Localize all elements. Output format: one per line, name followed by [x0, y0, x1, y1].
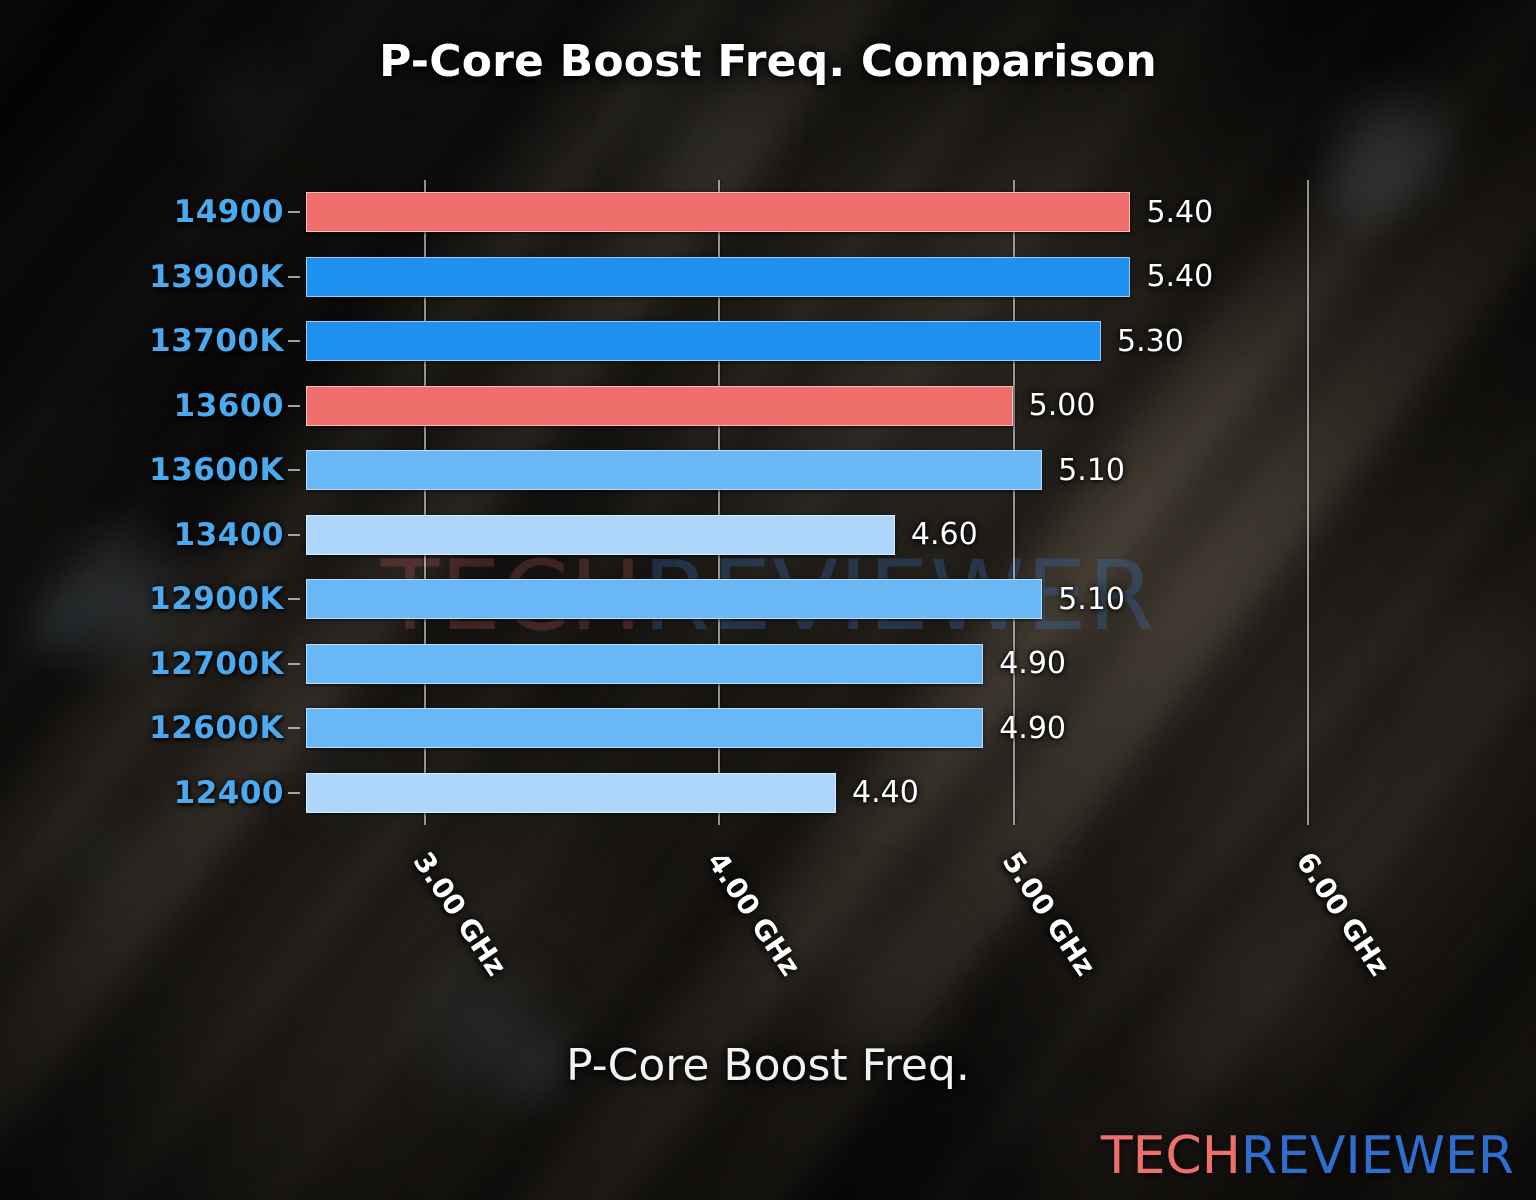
bar-row[interactable]: 5.40: [306, 180, 1366, 245]
gridline-300: [423, 180, 426, 825]
bar-value-label: 5.40: [1146, 194, 1214, 230]
y-axis-tick: [288, 791, 300, 794]
x-axis-tick-600: 6.00 GHz: [1289, 846, 1397, 982]
bar-value-label: 4.40: [852, 775, 919, 811]
y-axis-label-12600K[interactable]: 12600K: [149, 710, 284, 747]
logo-reviewer: REVIEWER: [1240, 1126, 1514, 1186]
y-axis-tick: [288, 662, 300, 665]
bar-14900[interactable]: [306, 192, 1131, 233]
y-axis-tick: [288, 727, 300, 730]
y-axis-label-12900K[interactable]: 12900K: [149, 581, 284, 618]
y-axis-tick: [288, 340, 300, 343]
bar-value-label: 4.90: [999, 646, 1067, 682]
plot-area: 5.40 5.40 5.30 5.00 5.10 4.60 5.10 4.90 4.90 4.40: [306, 180, 1366, 825]
bar-13900K[interactable]: [306, 256, 1131, 297]
y-axis-tick: [288, 598, 300, 601]
bar-value-label: 5.00: [1028, 388, 1096, 424]
bar-row[interactable]: 4.90: [306, 696, 1366, 761]
y-axis-label-12400[interactable]: 12400: [173, 774, 284, 811]
bar-12600K[interactable]: [306, 708, 984, 749]
bar-value-label: 5.10: [1058, 452, 1125, 488]
bar-value-label: 4.90: [999, 710, 1067, 746]
y-axis-tick: [288, 404, 300, 407]
bar-13700K[interactable]: [306, 321, 1101, 362]
x-axis-tick-400: 4.00 GHz: [700, 846, 808, 982]
x-axis-tick-300: 3.00 GHz: [406, 846, 513, 982]
bar-value-label: 5.40: [1146, 259, 1214, 295]
y-axis-label-14900[interactable]: 14900: [173, 194, 284, 231]
bar-12700K[interactable]: [306, 643, 984, 684]
bar-row[interactable]: 4.60: [306, 503, 1366, 568]
y-axis-label-13400[interactable]: 13400: [173, 516, 284, 553]
bar-value-label: 5.10: [1058, 581, 1125, 617]
y-axis-tick: [288, 275, 300, 278]
y-axis-label-13700K[interactable]: 13700K: [149, 323, 284, 360]
y-axis-label-13600[interactable]: 13600: [173, 387, 284, 424]
gridline-400: [718, 180, 721, 825]
bar-13400[interactable]: [306, 514, 895, 555]
x-axis-tick-500: 5.00 GHz: [995, 846, 1102, 982]
bar-value-label: 5.30: [1117, 323, 1184, 359]
bar-13600[interactable]: [306, 385, 1013, 426]
y-axis-tick: [288, 469, 300, 472]
bar-row[interactable]: 4.40: [306, 761, 1366, 826]
bar-12400[interactable]: [306, 772, 836, 813]
y-axis-tick: [288, 533, 300, 536]
bar-row[interactable]: 5.10: [306, 567, 1366, 632]
gridline-600: [1307, 180, 1310, 825]
gridline-500: [1012, 180, 1015, 825]
bar-row[interactable]: 4.90: [306, 632, 1366, 697]
y-axis-labels: 14900 13900K 13700K 13600 13600K 13400 12900K 1…: [0, 180, 306, 825]
bar-value-label: 4.60: [910, 517, 978, 553]
y-axis-label-12700K[interactable]: 12700K: [149, 645, 284, 682]
bar-row[interactable]: 5.40: [306, 245, 1366, 310]
techreviewer-logo: TECHREVIEWER: [1101, 1126, 1514, 1186]
bar-13600K[interactable]: [306, 450, 1043, 491]
y-axis-label-13600K[interactable]: 13600K: [149, 452, 284, 489]
x-axis-title: P-Core Boost Freq.: [566, 1040, 970, 1091]
y-axis-tick: [288, 211, 300, 214]
bar-row[interactable]: 5.00: [306, 374, 1366, 439]
bokeh-highlight: [1376, 576, 1536, 744]
bar-rows: 5.40 5.40 5.30 5.00 5.10 4.60 5.10 4.90 4.90 4.40: [306, 180, 1366, 825]
bar-row[interactable]: 5.10: [306, 438, 1366, 503]
y-axis-label-13900K[interactable]: 13900K: [149, 258, 284, 295]
bar-row[interactable]: 5.30: [306, 309, 1366, 374]
logo-tech: TECH: [1100, 1126, 1241, 1186]
chart-title: P-Core Boost Freq. Comparison: [379, 36, 1157, 87]
bar-12900K[interactable]: [306, 579, 1043, 620]
